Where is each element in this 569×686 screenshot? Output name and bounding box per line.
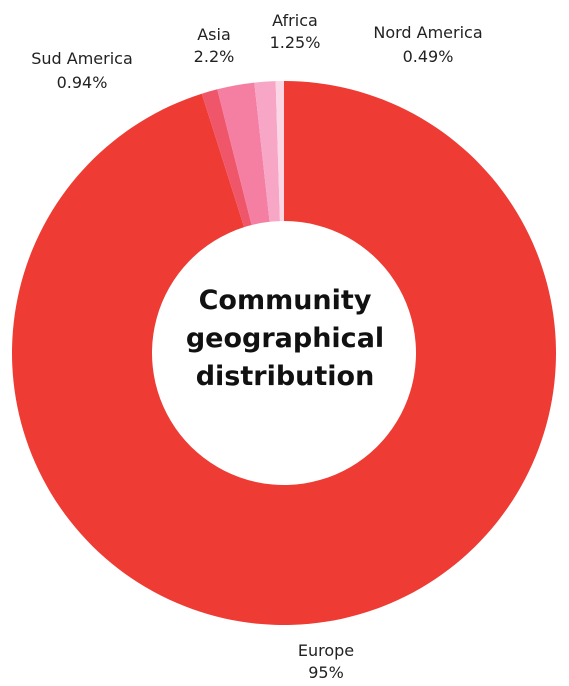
value-europe: 95% [308, 663, 344, 682]
label-europe: Europe [298, 641, 354, 660]
slice-sud-america [201, 89, 252, 228]
slice-africa [254, 81, 280, 222]
value-asia: 2.2% [194, 47, 235, 66]
slice-asia [217, 82, 270, 226]
slice-europe [11, 81, 556, 626]
label-asia: Asia [197, 25, 231, 44]
value-nord-america: 0.49% [403, 47, 454, 66]
value-africa: 1.25% [270, 33, 321, 52]
chart-title: Community geographical distribution [185, 285, 385, 392]
label-sud-america: Sud America [31, 49, 133, 68]
slice-nord-america [275, 81, 284, 222]
slices-group [11, 81, 556, 626]
label-africa: Africa [272, 11, 318, 30]
label-nord-america: Nord America [373, 23, 482, 42]
labels-group: Europe 95% Sud America 0.94% Asia 2.2% Africa 1… [31, 11, 482, 682]
value-sud-america: 0.94% [57, 73, 108, 92]
